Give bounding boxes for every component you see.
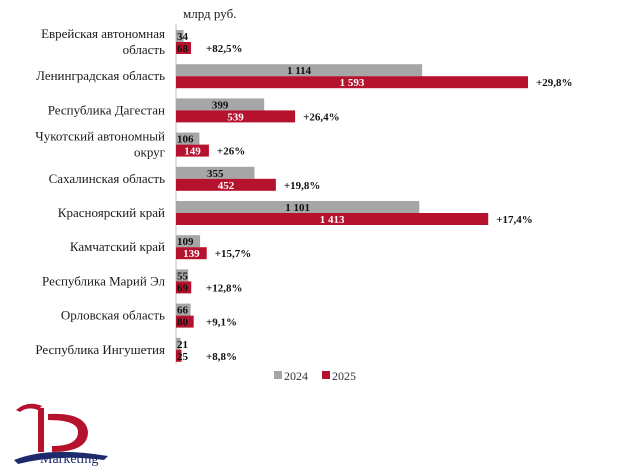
growth-label: +8,8% xyxy=(206,351,237,363)
bar-2024 xyxy=(176,201,420,213)
data-label: 1 413 xyxy=(320,214,345,226)
category-label: Чукотский автономный xyxy=(35,129,165,144)
data-label: 21 xyxy=(177,339,188,351)
data-label: 1 114 xyxy=(287,65,312,77)
bar-2025 xyxy=(176,213,489,225)
logo-text: Marketing xyxy=(40,452,99,467)
category-label: Ленинградская область xyxy=(36,68,165,83)
bar-2024 xyxy=(176,30,184,42)
data-label: 109 xyxy=(177,236,194,248)
data-label: 80 xyxy=(177,317,189,329)
data-label: 66 xyxy=(177,305,189,317)
data-label: 1 593 xyxy=(340,77,365,89)
category-label: Республика Ингушетия xyxy=(35,342,165,357)
category-label: Республика Дагестан xyxy=(48,102,165,117)
category-label: область xyxy=(123,42,165,57)
data-label: 106 xyxy=(177,134,194,146)
data-label: 139 xyxy=(183,248,200,260)
bar-2025 xyxy=(176,349,182,362)
category-label: округ xyxy=(134,145,165,160)
legend-swatch xyxy=(322,371,330,379)
legend: 2024 2025 xyxy=(274,369,356,383)
category-label: Орловская область xyxy=(61,308,165,323)
category-label: Камчатский край xyxy=(70,239,165,254)
bar-2024 xyxy=(176,303,191,316)
bar-2025 xyxy=(176,247,207,260)
category-label: Республика Марий Эл xyxy=(42,273,165,288)
bar-2025 xyxy=(176,76,528,89)
bar-2025 xyxy=(176,281,192,294)
growth-label: +15,7% xyxy=(215,248,252,260)
bar-2025 xyxy=(176,110,296,123)
data-label: 1 101 xyxy=(285,202,310,214)
data-label: 355 xyxy=(207,168,224,180)
growth-label: +26% xyxy=(217,146,245,158)
data-label: 68 xyxy=(177,43,189,55)
bar-2025 xyxy=(176,144,209,157)
bar-2025 xyxy=(176,315,194,328)
bar-2024 xyxy=(176,337,181,350)
category-label: Сахалинская область xyxy=(49,171,165,186)
data-label: 399 xyxy=(212,99,229,111)
legend-label: 2025 xyxy=(332,369,356,383)
legend-label: 2024 xyxy=(284,369,308,383)
category-label: Еврейская автономная xyxy=(41,26,165,41)
data-label: 452 xyxy=(218,180,235,192)
growth-label: +26,4% xyxy=(303,111,340,123)
company-logo xyxy=(14,403,108,464)
data-label: 25 xyxy=(177,351,189,363)
category-label: Красноярский край xyxy=(58,205,165,220)
legend-swatch xyxy=(274,371,282,379)
bar-2024 xyxy=(176,132,200,145)
data-label: 55 xyxy=(177,270,189,282)
bar-2024 xyxy=(176,166,255,179)
bar-2024 xyxy=(176,98,265,111)
data-label: 149 xyxy=(184,146,201,158)
data-label: 69 xyxy=(177,282,189,294)
growth-label: +19,8% xyxy=(284,180,321,192)
growth-label: +17,4% xyxy=(496,214,533,226)
data-label: 34 xyxy=(177,31,189,43)
bar-2024 xyxy=(176,64,423,77)
growth-label: +12,8% xyxy=(206,282,243,294)
unit-label: млрд руб. xyxy=(183,6,236,21)
bar-2025 xyxy=(176,178,276,191)
growth-label: +82,5% xyxy=(206,43,243,55)
growth-label: +29,8% xyxy=(536,77,573,89)
data-label: 539 xyxy=(227,111,244,123)
bar-2024 xyxy=(176,269,189,282)
bar-2024 xyxy=(176,235,201,248)
growth-label: +9,1% xyxy=(206,317,237,329)
bar-2025 xyxy=(176,42,192,54)
